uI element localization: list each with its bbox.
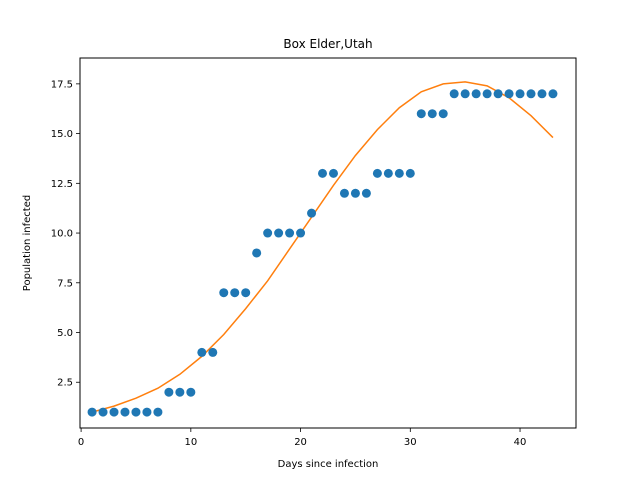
fit-curve-layer <box>91 81 554 413</box>
data-point <box>219 288 229 298</box>
data-point <box>98 407 108 417</box>
data-point <box>438 109 448 119</box>
y-axis-ticks: 2.5 5.0 7.5 10.0 12.5 15.0 17.5 <box>51 79 80 389</box>
data-point <box>350 188 360 198</box>
x-axis-ticks: 0 10 20 30 40 <box>78 428 526 448</box>
data-point <box>427 109 437 119</box>
y-tick-label: 17.5 <box>51 79 73 90</box>
data-point <box>307 208 317 218</box>
x-tick-label: 30 <box>404 437 417 448</box>
data-point <box>372 168 382 178</box>
data-point <box>87 407 97 417</box>
x-tick-label: 10 <box>184 437 197 448</box>
data-point <box>109 407 119 417</box>
y-tick-label: 5.0 <box>57 328 73 339</box>
data-point <box>120 407 130 417</box>
fit-curve-line <box>91 81 554 413</box>
x-tick-label: 40 <box>514 437 527 448</box>
data-point <box>537 89 547 99</box>
data-point <box>318 168 328 178</box>
plot-frame <box>79 57 577 429</box>
plot-area <box>80 58 576 428</box>
data-point <box>230 288 240 298</box>
x-tick-label: 0 <box>78 437 84 448</box>
chart-title: Box Elder,Utah <box>283 37 372 51</box>
data-point <box>175 387 185 397</box>
data-point <box>471 89 481 99</box>
data-point <box>153 407 163 417</box>
data-point <box>460 89 470 99</box>
data-points-layer <box>87 89 558 417</box>
data-point <box>208 347 218 357</box>
data-point <box>526 89 536 99</box>
data-point <box>449 89 459 99</box>
data-point <box>383 168 393 178</box>
data-point <box>361 188 371 198</box>
data-point <box>142 407 152 417</box>
data-point <box>296 228 306 238</box>
x-tick-label: 20 <box>294 437 307 448</box>
data-point <box>405 168 415 178</box>
data-point <box>339 188 349 198</box>
y-tick-label: 10.0 <box>51 229 73 240</box>
x-axis-label: Days since infection <box>278 459 379 470</box>
data-point <box>241 288 251 298</box>
data-point <box>515 89 525 99</box>
data-point <box>263 228 273 238</box>
data-point <box>186 387 196 397</box>
data-point <box>164 387 174 397</box>
y-tick-label: 7.5 <box>57 278 73 289</box>
data-point <box>131 407 141 417</box>
data-point <box>285 228 295 238</box>
data-point <box>504 89 514 99</box>
data-point <box>252 248 262 258</box>
data-point <box>274 228 284 238</box>
y-tick-label: 12.5 <box>51 179 73 190</box>
data-point <box>493 89 503 99</box>
data-point <box>394 168 404 178</box>
data-point <box>482 89 492 99</box>
data-point <box>548 89 558 99</box>
y-tick-label: 15.0 <box>51 129 73 140</box>
data-point <box>328 168 338 178</box>
y-tick-label: 2.5 <box>57 378 73 389</box>
data-point <box>416 109 426 119</box>
data-point <box>197 347 207 357</box>
y-axis-label: Population infected <box>22 195 33 291</box>
